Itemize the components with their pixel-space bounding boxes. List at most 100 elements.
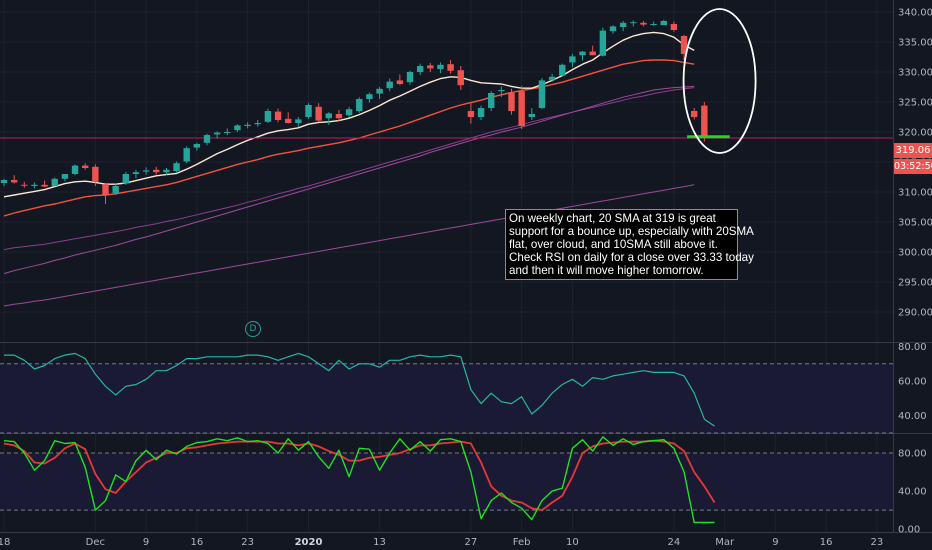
candle-body bbox=[579, 51, 586, 56]
candle-body bbox=[477, 108, 485, 117]
candle-body bbox=[203, 135, 211, 143]
candle-body bbox=[518, 91, 525, 126]
x-tick-label: Dec bbox=[86, 537, 105, 548]
candle-body bbox=[41, 184, 48, 187]
candle-body bbox=[234, 125, 241, 131]
y-tick-label: 330.00 bbox=[898, 68, 932, 79]
y-tick-label: 340.00 bbox=[898, 8, 932, 19]
x-tick-label: 23 bbox=[241, 537, 254, 548]
candle-body bbox=[31, 184, 38, 186]
time-axis[interactable]: 18 Dec 9 16 23 2020 13 27 Feb 10 24 Mar 9 16 23 bbox=[0, 537, 883, 548]
candle-body bbox=[71, 165, 79, 174]
candle-body bbox=[305, 105, 312, 117]
candle-body bbox=[508, 93, 515, 111]
candle-body bbox=[112, 186, 119, 194]
bar-countdown-tag: 03:52:50 bbox=[894, 159, 932, 174]
candle-body bbox=[315, 106, 322, 121]
annotation-line: On weekly chart, 20 SMA at 319 is great bbox=[509, 212, 716, 225]
candle-body bbox=[92, 166, 99, 182]
annotation-note[interactable]: On weekly chart, 20 SMA at 319 is great … bbox=[505, 209, 754, 280]
candle-body bbox=[619, 22, 627, 27]
circle-annotation bbox=[682, 8, 757, 154]
candle-body bbox=[548, 76, 556, 80]
candle-body bbox=[366, 94, 373, 99]
candle-body bbox=[102, 184, 109, 195]
candle-body bbox=[345, 109, 353, 116]
annotation-line: and then it will move higher tomorrow. bbox=[509, 264, 704, 277]
rsi-pane[interactable] bbox=[0, 352, 893, 434]
candle-body bbox=[609, 26, 617, 32]
candle-body bbox=[528, 114, 535, 117]
x-tick-label: 27 bbox=[465, 537, 478, 548]
candle-body bbox=[630, 22, 637, 24]
candle-body bbox=[183, 148, 190, 162]
y-tick-label: 60.00 bbox=[898, 377, 927, 388]
candle-body bbox=[437, 64, 444, 69]
stochastic-pane[interactable] bbox=[0, 436, 893, 524]
x-tick-label: 2020 bbox=[295, 537, 323, 548]
candle-body bbox=[163, 169, 170, 173]
price-axis[interactable]: 290.00295.00300.00305.00310.00315.00320.… bbox=[898, 8, 932, 536]
rsi-line bbox=[4, 352, 715, 427]
candle-body bbox=[285, 118, 292, 123]
candle-body bbox=[224, 132, 231, 133]
y-tick-label: 40.00 bbox=[898, 487, 927, 498]
candle-body bbox=[416, 66, 424, 72]
x-tick-label: Feb bbox=[513, 537, 531, 548]
candle-body bbox=[650, 24, 657, 25]
candle-body bbox=[498, 90, 505, 92]
sma-white-line bbox=[3, 31, 695, 198]
annotation-line: support for a bounce up, especially with… bbox=[509, 225, 754, 238]
candle-body bbox=[132, 172, 140, 174]
y-tick-label: 305.00 bbox=[898, 218, 932, 229]
rsi-band-fill bbox=[0, 363, 893, 433]
sma-purple-line bbox=[3, 85, 695, 275]
candle-body bbox=[640, 22, 647, 25]
y-tick-label: 335.00 bbox=[898, 38, 932, 49]
y-tick-label: 320.00 bbox=[898, 128, 932, 139]
stoch-band-fill bbox=[0, 453, 893, 511]
candle-body bbox=[660, 21, 667, 26]
candle-body bbox=[538, 80, 546, 108]
y-tick-label: 295.00 bbox=[898, 278, 932, 289]
candle-body bbox=[691, 111, 698, 117]
current-price-tag: 319.06 bbox=[894, 143, 932, 158]
y-tick-label: 0.00 bbox=[898, 525, 920, 536]
candle-body bbox=[457, 70, 464, 86]
y-tick-label: 40.00 bbox=[898, 411, 927, 422]
dividend-marker[interactable]: D bbox=[245, 321, 261, 337]
candle-body bbox=[213, 132, 221, 135]
sma-purple-slow-line bbox=[3, 184, 695, 307]
x-tick-label: Mar bbox=[715, 537, 735, 548]
candle-body bbox=[325, 113, 332, 119]
y-tick-label: 290.00 bbox=[898, 308, 932, 319]
candle-body bbox=[335, 114, 343, 119]
x-tick-label: 24 bbox=[668, 537, 681, 548]
candle-body bbox=[386, 81, 393, 89]
x-tick-label: 23 bbox=[871, 537, 884, 548]
x-tick-label: 16 bbox=[190, 537, 203, 548]
candle-body bbox=[356, 99, 363, 111]
candle-body bbox=[244, 124, 251, 126]
x-tick-label: 9 bbox=[772, 537, 778, 548]
candle-body bbox=[82, 165, 89, 168]
annotation-line: flat, over cloud, and 10SMA still above … bbox=[509, 238, 718, 251]
candle-body bbox=[396, 80, 404, 84]
x-tick-label: 16 bbox=[820, 537, 833, 548]
candle-body bbox=[0, 180, 8, 183]
x-tick-label: 13 bbox=[373, 537, 386, 548]
candle-body bbox=[376, 88, 383, 94]
y-tick-label: 310.00 bbox=[898, 188, 932, 199]
annotation-line: Check RSI on daily for a close over 33.3… bbox=[509, 251, 754, 264]
candle-body bbox=[193, 144, 201, 148]
candle-body bbox=[295, 119, 302, 123]
candle-body bbox=[264, 111, 272, 122]
candle-body bbox=[467, 111, 475, 117]
candle-body bbox=[559, 64, 566, 76]
candle-body bbox=[447, 64, 454, 71]
candle-body bbox=[153, 169, 160, 173]
y-tick-label: 80.00 bbox=[898, 449, 927, 460]
candle-body bbox=[701, 105, 708, 138]
candle-body bbox=[10, 180, 18, 183]
